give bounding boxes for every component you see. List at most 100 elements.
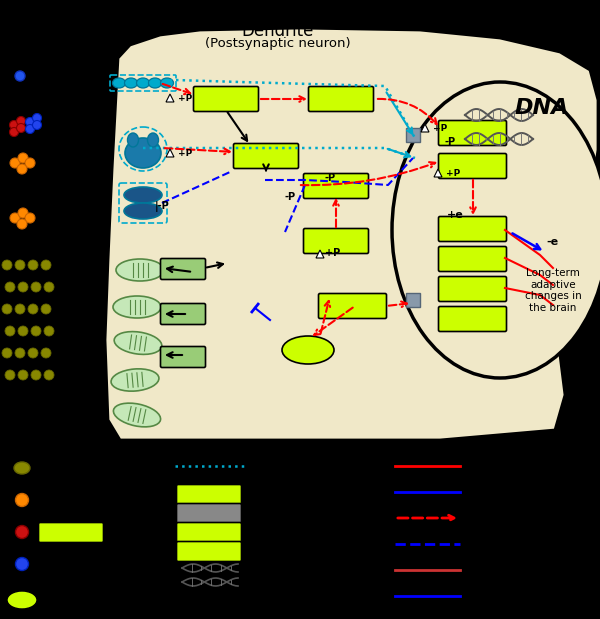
FancyBboxPatch shape	[176, 542, 241, 561]
Ellipse shape	[125, 138, 161, 168]
Ellipse shape	[10, 158, 20, 168]
Ellipse shape	[28, 260, 38, 270]
Text: +P: +P	[325, 248, 341, 258]
Text: +P: +P	[178, 149, 192, 157]
Ellipse shape	[124, 203, 162, 219]
Ellipse shape	[10, 121, 19, 129]
FancyBboxPatch shape	[193, 87, 259, 111]
FancyBboxPatch shape	[439, 277, 506, 301]
Ellipse shape	[161, 78, 173, 88]
Ellipse shape	[18, 370, 28, 380]
Ellipse shape	[137, 78, 149, 88]
FancyBboxPatch shape	[439, 306, 506, 332]
Ellipse shape	[25, 158, 35, 168]
Text: +P: +P	[446, 168, 460, 178]
Ellipse shape	[111, 369, 159, 391]
Text: |-P: |-P	[155, 201, 169, 212]
Ellipse shape	[18, 208, 28, 218]
Ellipse shape	[28, 348, 38, 358]
Ellipse shape	[44, 326, 54, 336]
Ellipse shape	[18, 153, 28, 163]
Ellipse shape	[26, 124, 35, 134]
Text: DNA: DNA	[515, 98, 569, 118]
Ellipse shape	[44, 282, 54, 292]
FancyBboxPatch shape	[38, 522, 104, 542]
Bar	[406, 293, 420, 307]
FancyBboxPatch shape	[233, 144, 298, 168]
Ellipse shape	[28, 304, 38, 314]
Text: (Postsynaptic neuron): (Postsynaptic neuron)	[205, 37, 351, 50]
Ellipse shape	[128, 133, 139, 147]
Ellipse shape	[2, 304, 12, 314]
FancyBboxPatch shape	[176, 485, 241, 504]
FancyBboxPatch shape	[439, 246, 506, 272]
Ellipse shape	[113, 78, 125, 88]
Ellipse shape	[10, 213, 20, 223]
Ellipse shape	[10, 128, 19, 137]
Ellipse shape	[125, 78, 137, 88]
Ellipse shape	[15, 304, 25, 314]
Ellipse shape	[392, 82, 600, 378]
FancyBboxPatch shape	[304, 173, 368, 199]
FancyBboxPatch shape	[176, 503, 241, 524]
Ellipse shape	[25, 213, 35, 223]
Text: -P: -P	[445, 137, 455, 147]
Polygon shape	[316, 250, 324, 258]
Ellipse shape	[41, 304, 51, 314]
Polygon shape	[166, 94, 174, 102]
Polygon shape	[105, 28, 598, 440]
FancyBboxPatch shape	[304, 228, 368, 254]
FancyBboxPatch shape	[308, 87, 373, 111]
Ellipse shape	[44, 370, 54, 380]
Ellipse shape	[15, 260, 25, 270]
Ellipse shape	[5, 326, 15, 336]
FancyBboxPatch shape	[161, 259, 205, 280]
Text: Dendrite: Dendrite	[242, 22, 314, 40]
Ellipse shape	[16, 493, 29, 506]
Ellipse shape	[5, 370, 15, 380]
FancyBboxPatch shape	[161, 347, 205, 368]
Text: -P: -P	[284, 192, 296, 202]
Ellipse shape	[31, 326, 41, 336]
Ellipse shape	[16, 558, 29, 571]
Text: -P: -P	[325, 173, 335, 183]
Ellipse shape	[15, 71, 25, 81]
Ellipse shape	[31, 282, 41, 292]
FancyBboxPatch shape	[439, 154, 506, 178]
Ellipse shape	[282, 336, 334, 364]
Ellipse shape	[31, 370, 41, 380]
Ellipse shape	[149, 78, 161, 88]
FancyBboxPatch shape	[176, 522, 241, 542]
FancyBboxPatch shape	[319, 293, 386, 319]
Bar	[406, 128, 420, 142]
Ellipse shape	[17, 124, 26, 132]
Ellipse shape	[116, 259, 164, 281]
Ellipse shape	[113, 296, 161, 318]
Ellipse shape	[113, 403, 161, 427]
Ellipse shape	[124, 187, 162, 203]
FancyBboxPatch shape	[439, 217, 506, 241]
Ellipse shape	[5, 282, 15, 292]
Ellipse shape	[15, 348, 25, 358]
Text: Long-term
adaptive
changes in
the brain: Long-term adaptive changes in the brain	[524, 268, 581, 313]
Ellipse shape	[18, 326, 28, 336]
Ellipse shape	[32, 113, 41, 123]
Text: +P: +P	[433, 124, 447, 132]
Ellipse shape	[114, 332, 162, 355]
Polygon shape	[421, 124, 429, 132]
Ellipse shape	[148, 133, 158, 147]
Ellipse shape	[14, 462, 30, 474]
FancyBboxPatch shape	[161, 303, 205, 324]
Ellipse shape	[2, 260, 12, 270]
Ellipse shape	[18, 282, 28, 292]
Ellipse shape	[16, 526, 29, 539]
Polygon shape	[166, 149, 174, 157]
Text: +e: +e	[446, 210, 463, 220]
Ellipse shape	[2, 348, 12, 358]
Text: +P: +P	[178, 93, 192, 103]
Ellipse shape	[17, 164, 27, 174]
Ellipse shape	[17, 219, 27, 229]
Ellipse shape	[32, 121, 41, 129]
Polygon shape	[434, 169, 442, 177]
Ellipse shape	[7, 591, 37, 609]
